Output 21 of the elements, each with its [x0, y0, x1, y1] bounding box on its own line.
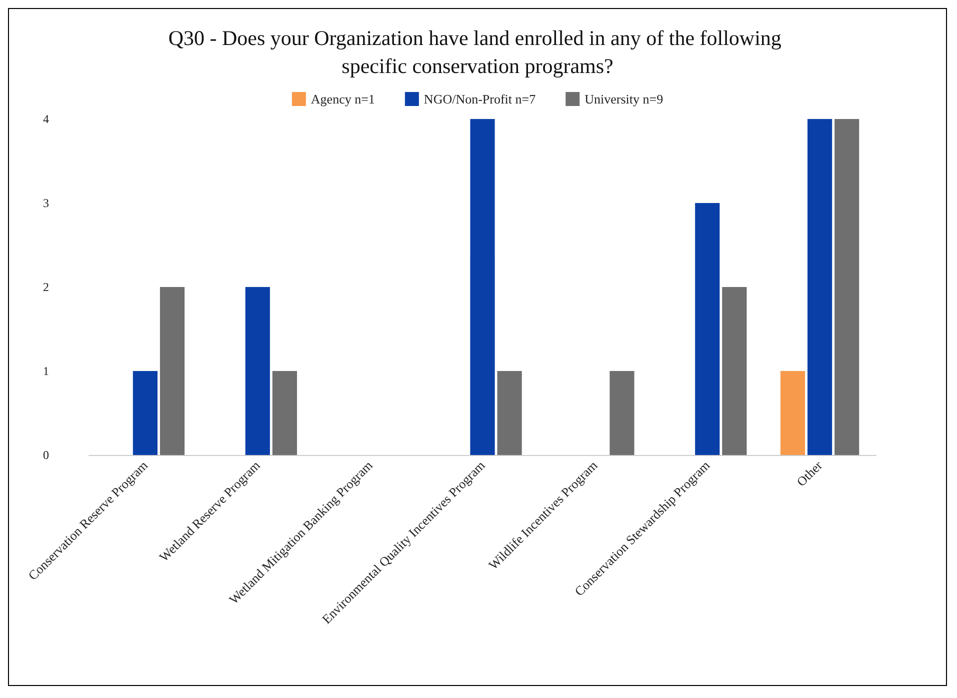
bar: [497, 371, 522, 455]
bar: [807, 119, 832, 455]
bar: [722, 287, 747, 455]
legend-label: Agency n=1: [310, 92, 375, 106]
bar: [245, 287, 270, 455]
bar: [470, 119, 495, 455]
bar: [272, 371, 297, 455]
legend-label: NGO/Non-Profit n=7: [424, 92, 536, 106]
bar: [132, 371, 158, 455]
bar: [780, 371, 806, 455]
y-tick-label: 1: [43, 364, 49, 378]
y-tick-label: 4: [43, 112, 49, 126]
legend-label: University n=9: [584, 92, 664, 106]
chart-title: Q30 - Does your Organization have land enrolled in any of the following specific conservation programs?: [168, 26, 787, 78]
y-tick-label: 0: [43, 448, 49, 462]
y-tick-label: 2: [43, 280, 49, 294]
y-tick-label: 3: [43, 196, 49, 210]
bar: [610, 371, 634, 455]
bar: [834, 119, 860, 455]
bar: [695, 203, 720, 455]
bar: [160, 287, 185, 455]
